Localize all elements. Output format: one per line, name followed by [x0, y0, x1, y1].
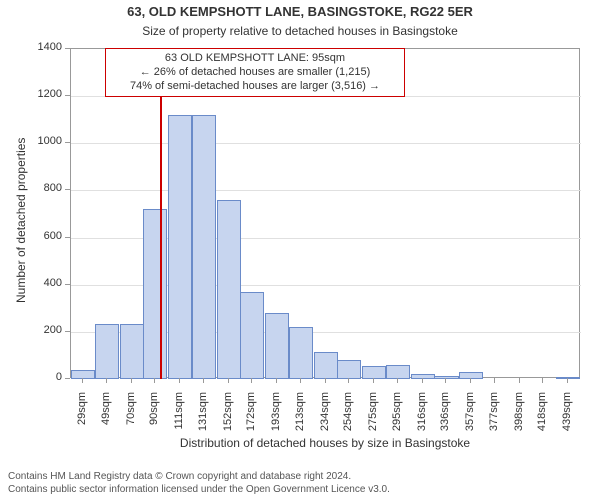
y-tick-label: 0 [22, 371, 62, 383]
x-tick-label: 193sqm [270, 392, 282, 442]
x-tick-mark [154, 378, 155, 383]
x-tick-label: 377sqm [488, 392, 500, 442]
chart-title-main: 63, OLD KEMPSHOTT LANE, BASINGSTOKE, RG2… [0, 4, 600, 19]
info-line-1: 63 OLD KEMPSHOTT LANE: 95sqm [112, 52, 398, 66]
chart-container: 63, OLD KEMPSHOTT LANE, BASINGSTOKE, RG2… [0, 0, 600, 500]
x-tick-mark [519, 378, 520, 383]
x-tick-label: 254sqm [342, 392, 354, 442]
histogram-bar [411, 374, 435, 379]
x-tick-label: 275sqm [367, 392, 379, 442]
histogram-bar [265, 313, 289, 379]
y-tick-mark [65, 95, 70, 96]
chart-title-sub: Size of property relative to detached ho… [0, 24, 600, 38]
histogram-bar [337, 360, 361, 379]
gridline [71, 190, 581, 191]
x-tick-label: 295sqm [391, 392, 403, 442]
x-tick-label: 172sqm [245, 392, 257, 442]
x-tick-mark [494, 378, 495, 383]
x-tick-mark [542, 378, 543, 383]
y-tick-label: 800 [22, 182, 62, 194]
y-tick-label: 600 [22, 230, 62, 242]
x-tick-label: 398sqm [513, 392, 525, 442]
reference-line [160, 49, 162, 379]
x-tick-label: 90sqm [148, 392, 160, 442]
x-tick-mark [373, 378, 374, 383]
histogram-bar [71, 370, 95, 379]
x-tick-label: 234sqm [319, 392, 331, 442]
gridline [71, 143, 581, 144]
x-tick-label: 418sqm [536, 392, 548, 442]
plot-area [70, 48, 580, 378]
y-tick-mark [65, 378, 70, 379]
x-tick-label: 213sqm [294, 392, 306, 442]
x-tick-mark [397, 378, 398, 383]
x-tick-label: 131sqm [197, 392, 209, 442]
footer-line-1: Contains HM Land Registry data © Crown c… [8, 471, 390, 484]
x-tick-mark [300, 378, 301, 383]
x-tick-mark [276, 378, 277, 383]
x-tick-mark [348, 378, 349, 383]
histogram-bar [459, 372, 483, 379]
x-tick-mark [203, 378, 204, 383]
y-tick-mark [65, 48, 70, 49]
histogram-bar [289, 327, 313, 379]
x-tick-mark [325, 378, 326, 383]
histogram-bar [386, 365, 410, 379]
y-tick-mark [65, 284, 70, 285]
y-tick-label: 1200 [22, 88, 62, 100]
x-tick-mark [106, 378, 107, 383]
histogram-bar [120, 324, 144, 379]
histogram-bar [240, 292, 264, 379]
y-tick-label: 1000 [22, 135, 62, 147]
x-tick-mark [179, 378, 180, 383]
x-tick-label: 316sqm [416, 392, 428, 442]
histogram-bar [556, 377, 580, 379]
histogram-bar [192, 115, 216, 379]
histogram-bar [143, 209, 167, 379]
x-tick-label: 152sqm [222, 392, 234, 442]
x-tick-mark [82, 378, 83, 383]
histogram-bar [217, 200, 241, 379]
y-tick-mark [65, 189, 70, 190]
y-tick-label: 200 [22, 324, 62, 336]
x-tick-mark [251, 378, 252, 383]
histogram-bar [168, 115, 192, 379]
x-tick-label: 439sqm [561, 392, 573, 442]
histogram-bar [434, 376, 458, 379]
footer: Contains HM Land Registry data © Crown c… [8, 471, 390, 496]
x-tick-label: 70sqm [125, 392, 137, 442]
info-line-2: ← 26% of detached houses are smaller (1,… [112, 66, 398, 80]
x-tick-mark [445, 378, 446, 383]
x-tick-label: 49sqm [100, 392, 112, 442]
y-tick-mark [65, 331, 70, 332]
x-tick-mark [567, 378, 568, 383]
y-tick-mark [65, 237, 70, 238]
x-tick-mark [228, 378, 229, 383]
info-line-3: 74% of semi-detached houses are larger (… [112, 80, 398, 94]
histogram-bar [314, 352, 338, 379]
y-tick-mark [65, 142, 70, 143]
histogram-bar [95, 324, 119, 379]
x-tick-label: 111sqm [173, 392, 185, 442]
x-tick-mark [131, 378, 132, 383]
y-tick-label: 1400 [22, 41, 62, 53]
x-tick-label: 357sqm [464, 392, 476, 442]
x-tick-mark [470, 378, 471, 383]
y-tick-label: 400 [22, 277, 62, 289]
footer-line-2: Contains public sector information licen… [8, 484, 390, 497]
info-box: 63 OLD KEMPSHOTT LANE: 95sqm ← 26% of de… [105, 48, 405, 97]
x-tick-label: 336sqm [439, 392, 451, 442]
x-tick-label: 29sqm [76, 392, 88, 442]
x-tick-mark [422, 378, 423, 383]
